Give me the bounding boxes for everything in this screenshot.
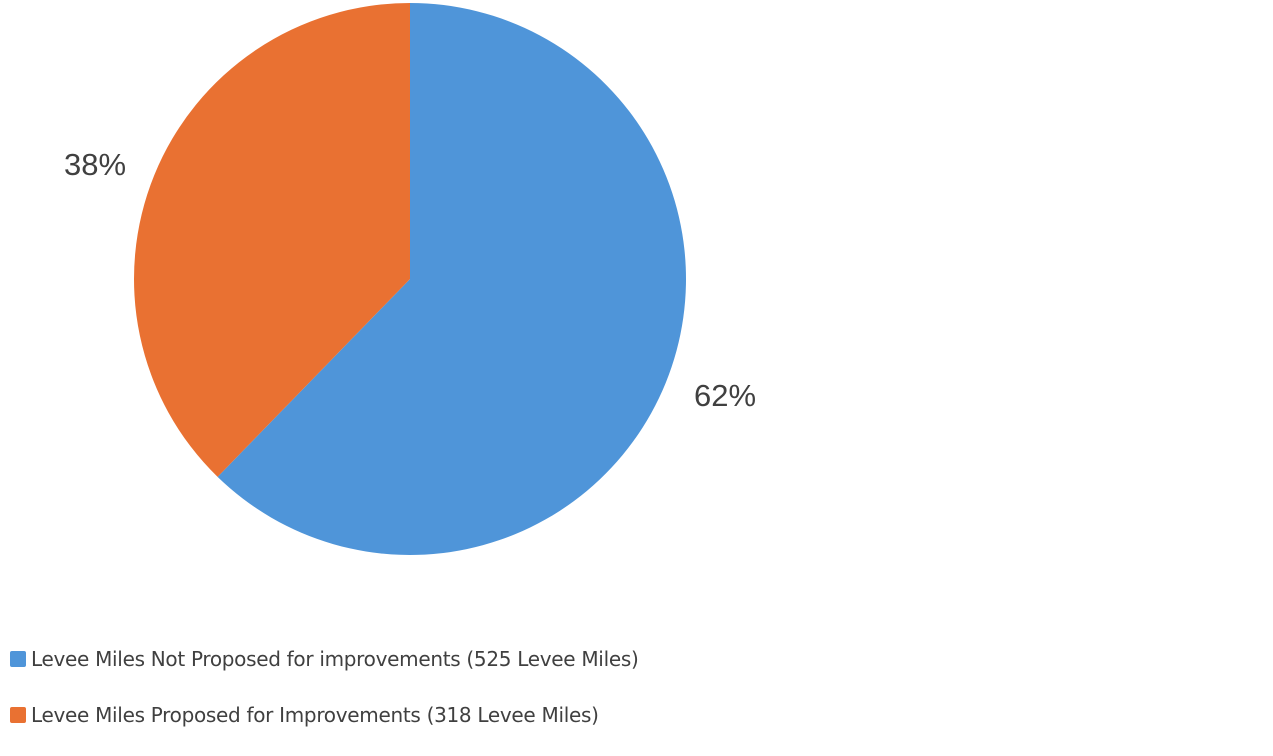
pie-chart: 62% 38%: [64, 3, 756, 555]
legend-swatch-proposed: [10, 707, 26, 723]
pie-slice-proposed: [134, 3, 411, 477]
data-label-not-proposed: 62%: [694, 378, 756, 413]
pie-labels: 62% 38%: [64, 147, 756, 413]
legend-item-not-proposed: Levee Miles Not Proposed for improvement…: [10, 644, 639, 674]
legend-label-proposed: Levee Miles Proposed for Improvements (3…: [31, 703, 599, 727]
pie-slice-not-proposed: [217, 3, 687, 555]
data-label-proposed: 38%: [64, 147, 126, 182]
chart-legend: Levee Miles Not Proposed for improvement…: [10, 644, 639, 756]
legend-swatch-not-proposed: [10, 651, 26, 667]
legend-item-proposed: Levee Miles Proposed for Improvements (3…: [10, 700, 638, 730]
legend-label-not-proposed: Levee Miles Not Proposed for improvement…: [31, 647, 639, 671]
pie-slices: [134, 3, 687, 555]
